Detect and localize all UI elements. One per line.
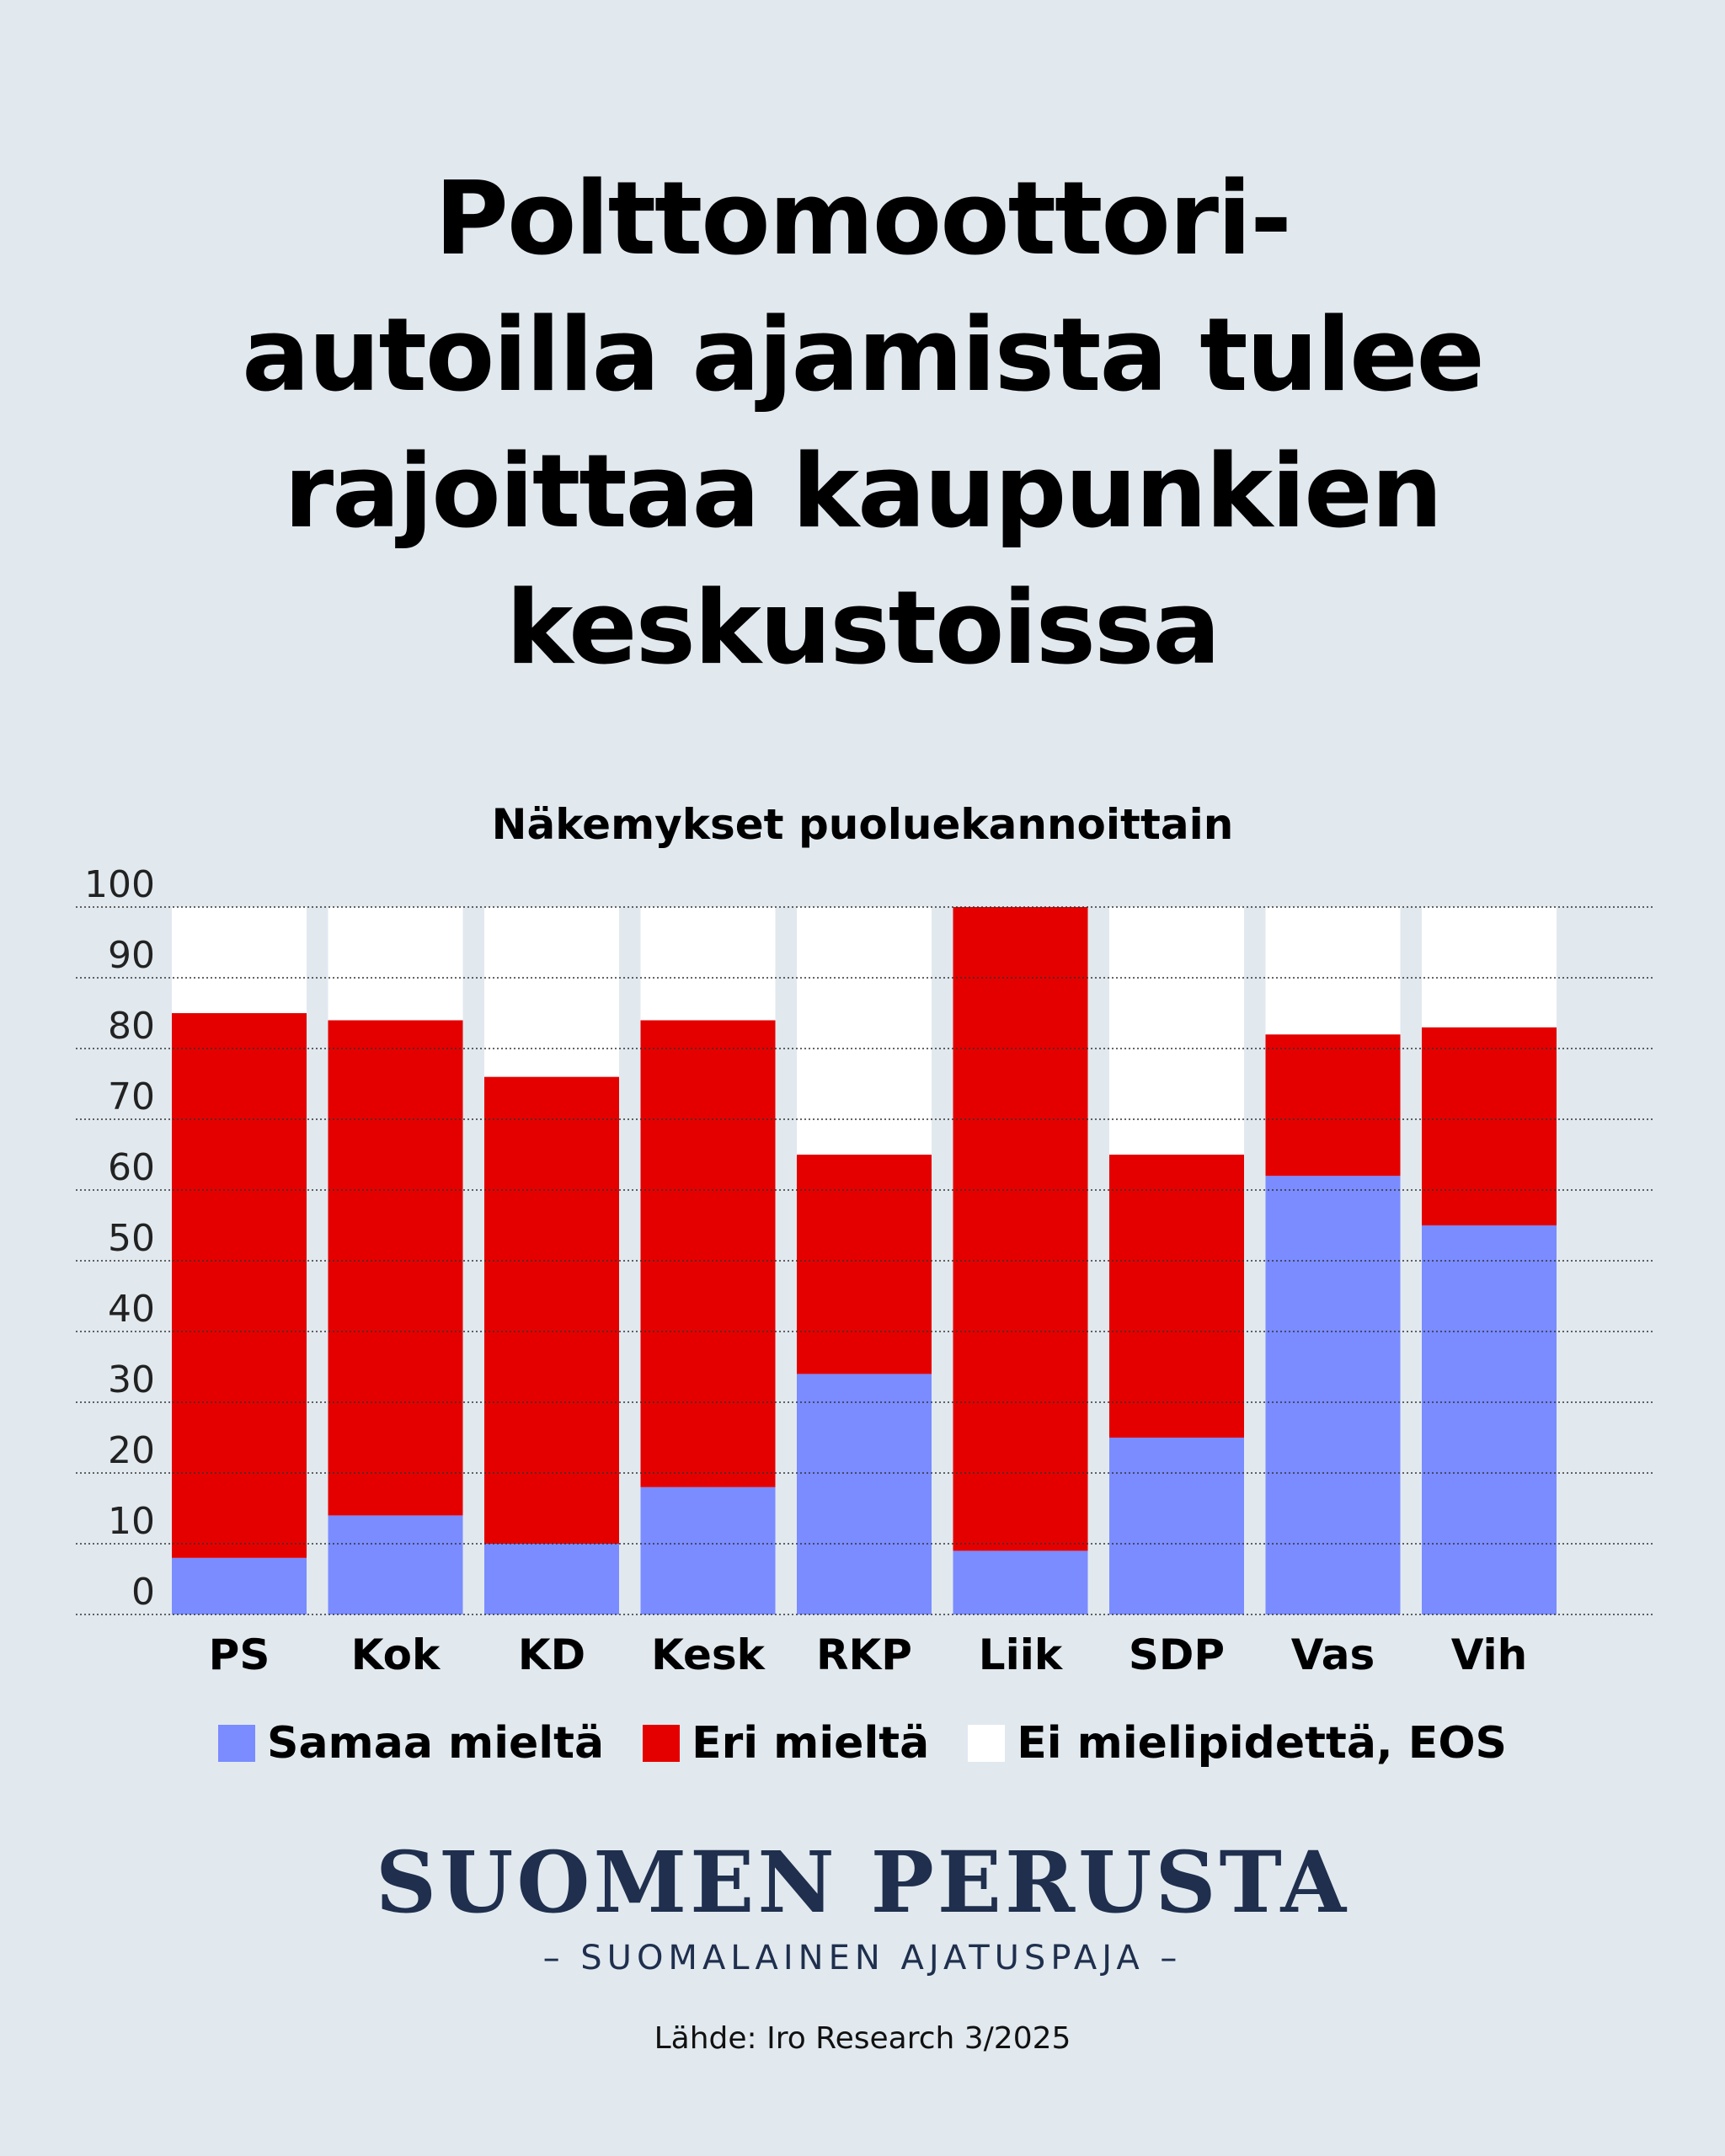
x-tick-label: Vih xyxy=(1451,1630,1528,1679)
bar-segment xyxy=(797,1155,932,1374)
legend-label: Eri mieltä xyxy=(692,1718,930,1769)
y-tick-label: 50 xyxy=(108,1217,155,1260)
bar-segment xyxy=(953,907,1088,1551)
bar-segment xyxy=(484,1544,619,1614)
x-tick-label: Liik xyxy=(979,1630,1064,1679)
bar-segment xyxy=(1109,1155,1244,1438)
legend-item-eos: Ei mielipidettä, EOS xyxy=(968,1718,1507,1769)
y-tick-label: 0 xyxy=(131,1571,155,1614)
bar-segment xyxy=(1265,907,1401,1035)
bar-segment xyxy=(1422,907,1557,1027)
legend-label: Ei mielipidettä, EOS xyxy=(1017,1718,1507,1769)
title-line: rajoittaa kaupunkien xyxy=(283,434,1443,551)
logo: SUOMEN PERUSTA – SUOMALAINEN AJATUSPAJA … xyxy=(0,1836,1725,1977)
legend-item-samaa: Samaa mieltä xyxy=(218,1718,604,1769)
x-tick-label: PS xyxy=(209,1630,270,1679)
chart-title: Näkemykset puoluekannoittain xyxy=(491,800,1234,849)
bar-segment xyxy=(328,1515,463,1614)
y-tick-label: 10 xyxy=(108,1500,155,1543)
x-tick-label: Kesk xyxy=(651,1630,766,1679)
stacked-bar-chart: 0 10 20 30 40 50 60 70 80 90 100 PS Kok KD Kesk RKP Liik… xyxy=(76,863,1653,1679)
bar-segment xyxy=(640,907,776,1021)
bar-segment xyxy=(1422,1225,1557,1614)
legend-item-eri: Eri mieltä xyxy=(643,1718,929,1769)
x-tick-label: Vas xyxy=(1291,1630,1375,1679)
x-tick-label: RKP xyxy=(816,1630,912,1679)
bar-segment xyxy=(484,907,619,1077)
x-tick-label: SDP xyxy=(1129,1630,1225,1679)
page-title: Polttomoottori- autoilla ajamista tulee … xyxy=(0,152,1725,697)
bar-segment xyxy=(1422,1027,1557,1225)
title-line: keskustoissa xyxy=(505,570,1221,687)
y-tick-label: 90 xyxy=(108,934,155,977)
legend-swatch-eos xyxy=(968,1725,1006,1762)
logo-tagline: – SUOMALAINEN AJATUSPAJA – xyxy=(542,1939,1183,1977)
source-note: Lähde: Iro Research 3/2025 xyxy=(654,2021,1071,2056)
bar-segment xyxy=(1265,1034,1401,1177)
bar-segment xyxy=(328,1020,463,1516)
bar-segment xyxy=(797,1374,932,1614)
legend-label: Samaa mieltä xyxy=(267,1718,605,1769)
bar-segment xyxy=(1265,1176,1401,1614)
bar-segment xyxy=(172,1557,307,1614)
y-tick-label: 30 xyxy=(108,1358,155,1401)
legend-swatch-samaa xyxy=(218,1725,256,1762)
bar-segment xyxy=(172,1013,307,1558)
bar-segment xyxy=(328,907,463,1021)
y-tick-label: 40 xyxy=(108,1288,155,1331)
bar-segment xyxy=(640,1020,776,1487)
title-line: Polttomoottori- xyxy=(435,161,1292,278)
bar-segment xyxy=(953,1550,1088,1614)
bar-segment xyxy=(1109,1438,1244,1614)
y-tick-label: 60 xyxy=(108,1146,155,1189)
y-tick-label: 100 xyxy=(84,863,155,906)
y-tick-label: 80 xyxy=(108,1005,155,1048)
x-tick-label: Kok xyxy=(351,1630,441,1679)
title-line: autoilla ajamista tulee xyxy=(242,297,1485,414)
y-tick-label: 20 xyxy=(108,1429,155,1472)
chart-legend: Samaa mieltä Eri mieltä Ei mielipidettä,… xyxy=(0,1718,1725,1769)
bar-segment xyxy=(640,1486,776,1614)
bar-segment xyxy=(172,907,307,1013)
legend-swatch-eri xyxy=(643,1725,681,1762)
logo-name: SUOMEN PERUSTA xyxy=(375,1833,1350,1932)
bar-segment xyxy=(797,907,932,1155)
x-tick-label: KD xyxy=(518,1630,585,1679)
y-tick-label: 70 xyxy=(108,1075,155,1118)
bar-segment xyxy=(484,1076,619,1544)
bar-segment xyxy=(1109,907,1244,1155)
